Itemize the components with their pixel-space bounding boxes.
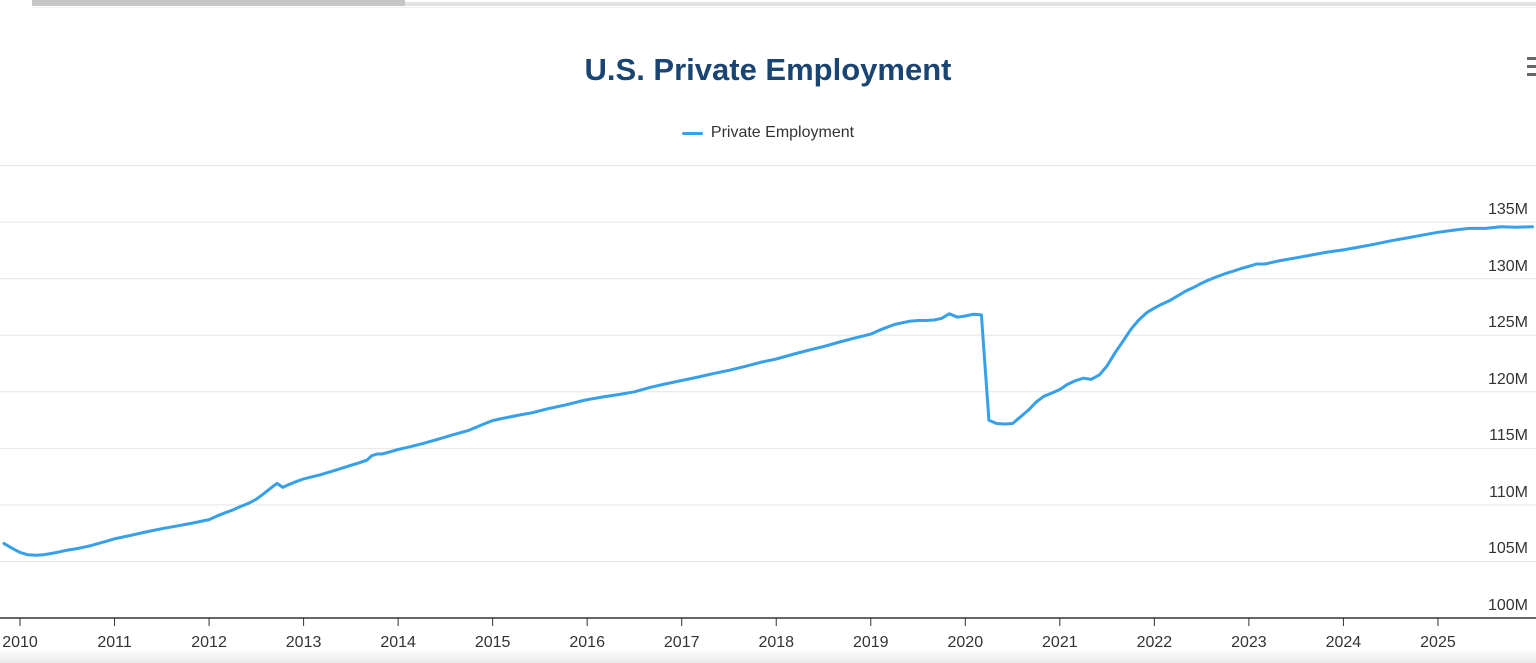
- legend-line-marker-icon: [681, 131, 703, 135]
- x-axis-label-2024: 2024: [1325, 634, 1362, 651]
- tab-strip-track: [405, 2, 1536, 6]
- bottom-fade-band: [0, 649, 1536, 663]
- window-top-strip: [0, 0, 1536, 9]
- y-axis-label-135M: 135M: [1487, 201, 1528, 219]
- y-axis-label-120M: 120M: [1487, 370, 1528, 388]
- tab-strip-segment[interactable]: [32, 0, 405, 6]
- x-axis-label-2019: 2019: [852, 634, 889, 651]
- chart-title: U.S. Private Employment: [584, 52, 952, 87]
- legend-item-private-employment[interactable]: Private Employment: [681, 124, 855, 142]
- x-axis-label-2013: 2013: [285, 634, 322, 651]
- y-axis-label-105M: 105M: [1487, 540, 1528, 558]
- chart-context-menu-button[interactable]: [1527, 55, 1536, 81]
- x-axis-label-2014: 2014: [380, 634, 416, 651]
- y-axis-label-100M: 100M: [1487, 597, 1528, 614]
- y-axis-label-130M: 130M: [1487, 257, 1528, 275]
- x-axis-label-2020: 2020: [947, 634, 984, 651]
- y-axis-label-110M: 110M: [1489, 483, 1528, 501]
- x-axis-label-2018: 2018: [758, 634, 795, 651]
- x-axis-label-2022: 2022: [1136, 634, 1173, 651]
- legend: Private Employment: [0, 124, 1536, 142]
- x-axis-label-2012: 2012: [191, 634, 227, 651]
- x-axis-label-2023: 2023: [1231, 634, 1267, 651]
- x-axis-label-2017: 2017: [663, 634, 700, 651]
- x-axis-label-2025: 2025: [1420, 634, 1456, 651]
- y-axis-label-115M: 115M: [1489, 427, 1528, 445]
- series-line-private-employment[interactable]: [2, 225, 1534, 557]
- x-axis-label-2010: 2010: [2, 634, 38, 651]
- legend-label: Private Employment: [710, 124, 855, 141]
- x-axis-label-2011: 2011: [97, 634, 132, 651]
- top-strip-divider: [32, 7, 1536, 8]
- y-axis-label-125M: 125M: [1487, 314, 1528, 332]
- x-axis-label-2016: 2016: [569, 634, 605, 651]
- x-axis-label-2015: 2015: [474, 634, 511, 651]
- x-axis-label-2021: 2021: [1042, 634, 1078, 651]
